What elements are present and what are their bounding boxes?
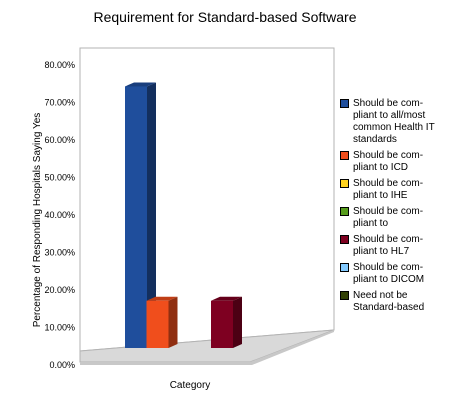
y-tick-label: 60.00% <box>44 135 75 145</box>
bar-front <box>125 86 147 348</box>
legend-item: Should be com- pliant to all/most common… <box>340 98 450 146</box>
bar-top <box>211 296 242 301</box>
legend-swatch <box>340 291 349 300</box>
y-tick-label: 40.00% <box>44 210 75 220</box>
chart-title: Requirement for Standard-based Software <box>93 9 356 25</box>
bar-front <box>146 300 169 348</box>
bar-side <box>168 296 178 348</box>
legend-swatch <box>340 235 349 244</box>
bars <box>125 82 242 348</box>
legend-label: Should be com- pliant to <box>353 206 424 229</box>
bar <box>211 296 242 348</box>
legend-label: Should be com- pliant to HL7 <box>353 234 424 257</box>
legend-label: Should be com- pliant to ICD <box>353 150 424 173</box>
legend-item: Should be com- pliant to HL7 <box>340 234 450 258</box>
y-tick-label: 0.00% <box>49 360 75 370</box>
legend-swatch <box>340 179 349 188</box>
bar-front <box>211 300 233 348</box>
legend-item: Should be com- pliant to DICOM <box>340 262 450 286</box>
y-axis-label: Percentage of Responding Hospitals Sayin… <box>32 113 43 328</box>
y-tick-label: 30.00% <box>44 248 75 258</box>
y-tick-label: 70.00% <box>44 98 75 108</box>
y-tick-label: 10.00% <box>44 323 75 333</box>
legend-swatch <box>340 207 349 216</box>
legend-label: Should be com- pliant to all/most common… <box>353 98 435 145</box>
plot-floor-front <box>80 330 334 365</box>
y-axis-ticks: 0.00% 10.00% 20.00% 30.00% 40.00% 50.00% 60.00… <box>44 60 75 370</box>
x-axis-label: Category <box>170 380 211 391</box>
bar-top <box>146 296 178 301</box>
legend-item: Should be com- pliant to ICD <box>340 150 450 174</box>
y-tick-label: 80.00% <box>44 60 75 70</box>
legend-item: Should be com- pliant to IHE <box>340 178 450 202</box>
legend-label: Should be com- pliant to DICOM <box>353 262 425 285</box>
legend-swatch <box>340 263 349 272</box>
bar <box>146 296 178 348</box>
legend-swatch <box>340 151 349 160</box>
legend-item: Should be com- pliant to <box>340 206 450 230</box>
legend-label: Should be com- pliant to IHE <box>353 178 424 201</box>
y-tick-label: 20.00% <box>44 285 75 295</box>
bar-side <box>147 82 156 348</box>
legend-label: Need not be Standard-based <box>353 290 425 313</box>
bar <box>125 82 156 348</box>
bar-top <box>125 82 156 87</box>
legend-item: Need not be Standard-based <box>340 290 450 314</box>
y-tick-label: 50.00% <box>44 173 75 183</box>
plot-back-wall <box>79 47 335 352</box>
legend-swatch <box>340 99 349 108</box>
legend: Should be com- pliant to all/most common… <box>340 98 450 318</box>
bar-side <box>233 296 242 348</box>
